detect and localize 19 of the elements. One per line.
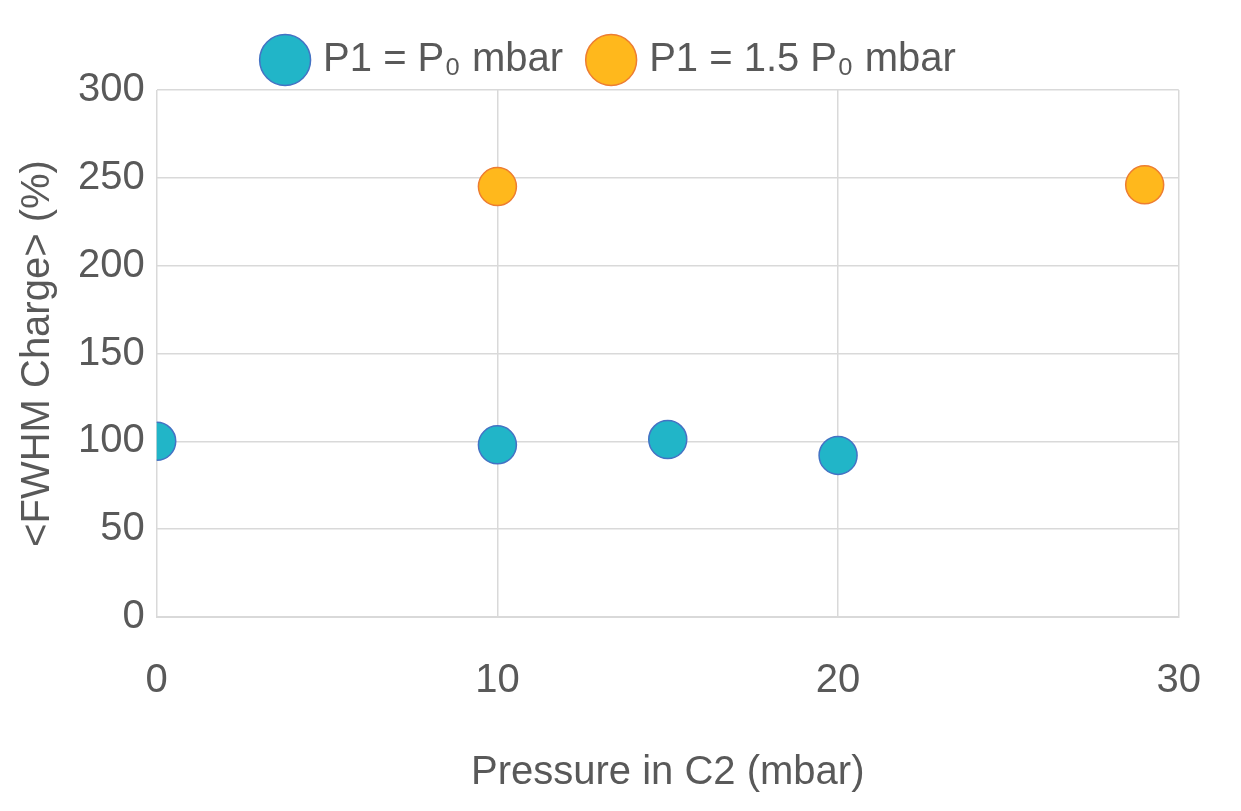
x-tick-label: 30 xyxy=(1156,656,1201,701)
y-tick-label: 50 xyxy=(100,504,145,549)
point xyxy=(477,166,518,207)
legend-label: P1 = P₀ mbar xyxy=(323,35,564,80)
y-tick-label: 150 xyxy=(77,328,145,373)
y-tick-label: 100 xyxy=(77,416,145,461)
y-tick-label: 200 xyxy=(77,240,145,285)
x-tick-label: 20 xyxy=(815,656,861,701)
point xyxy=(1124,165,1165,205)
point xyxy=(477,425,518,465)
y-tick-label: 300 xyxy=(77,65,145,110)
y-axis-title: <FWHM Charge> (%) xyxy=(13,160,58,547)
y-tick-label: 0 xyxy=(122,592,145,637)
point xyxy=(818,435,858,476)
y-tick-label: 250 xyxy=(77,152,145,197)
legend-label: P1 = 1.5 P₀ mbar xyxy=(649,35,956,80)
x-axis-title: Pressure in C2 (mbar) xyxy=(471,748,865,793)
x-tick-label: 10 xyxy=(475,656,520,701)
point xyxy=(648,419,688,460)
